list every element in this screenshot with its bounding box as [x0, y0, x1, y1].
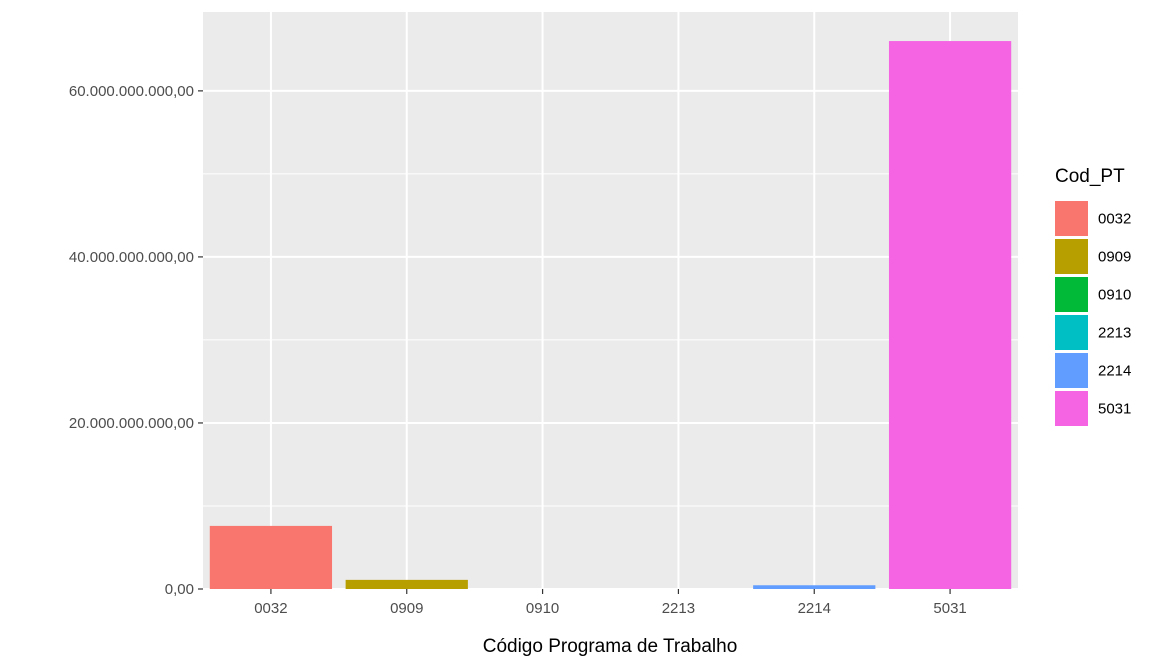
legend-key-2214 — [1055, 353, 1088, 388]
bar-5031 — [888, 41, 1012, 589]
x-tick-label: 0909 — [390, 600, 423, 617]
x-axis-title: Código Programa de Trabalho — [483, 636, 738, 657]
x-tick-label: 2213 — [662, 600, 695, 617]
x-tick-label: 0032 — [254, 600, 287, 617]
bar-0909 — [345, 579, 468, 589]
bar-2214 — [753, 585, 876, 589]
y-axis: 0,00 20.000.000.000,00 40.000.000.000,00 60… — [69, 83, 203, 598]
x-tick-label: 0910 — [526, 600, 559, 617]
legend: Cod_PT 0032 0909 0910 2213 2214 5031 — [1055, 166, 1131, 426]
bar-0032 — [209, 525, 333, 589]
legend-label-0032: 0032 — [1098, 211, 1131, 228]
legend-title: Cod_PT — [1055, 166, 1125, 187]
legend-key-0032 — [1055, 201, 1088, 236]
legend-key-5031 — [1055, 391, 1088, 426]
y-tick-label: 40.000.000.000,00 — [69, 249, 194, 266]
legend-items: 0032 0909 0910 2213 2214 5031 — [1055, 201, 1131, 426]
y-tick-label: 0,00 — [165, 581, 194, 598]
legend-key-0910 — [1055, 277, 1088, 312]
x-tick-label: 2214 — [798, 600, 831, 617]
legend-label-0909: 0909 — [1098, 249, 1131, 266]
bars — [209, 41, 1012, 589]
x-axis: 0032 0909 0910 2213 2214 5031 — [254, 589, 967, 617]
x-tick-label: 5031 — [933, 600, 966, 617]
legend-key-0909 — [1055, 239, 1088, 274]
minor-gridlines — [203, 173, 1018, 507]
legend-key-2213 — [1055, 315, 1088, 350]
legend-label-2213: 2213 — [1098, 325, 1131, 342]
legend-label-2214: 2214 — [1098, 363, 1131, 380]
legend-label-0910: 0910 — [1098, 287, 1131, 304]
legend-label-5031: 5031 — [1098, 401, 1131, 418]
major-gridlines — [203, 12, 1018, 590]
y-tick-label: 60.000.000.000,00 — [69, 83, 194, 100]
plot-panel — [203, 12, 1018, 589]
y-tick-label: 20.000.000.000,00 — [69, 415, 194, 432]
